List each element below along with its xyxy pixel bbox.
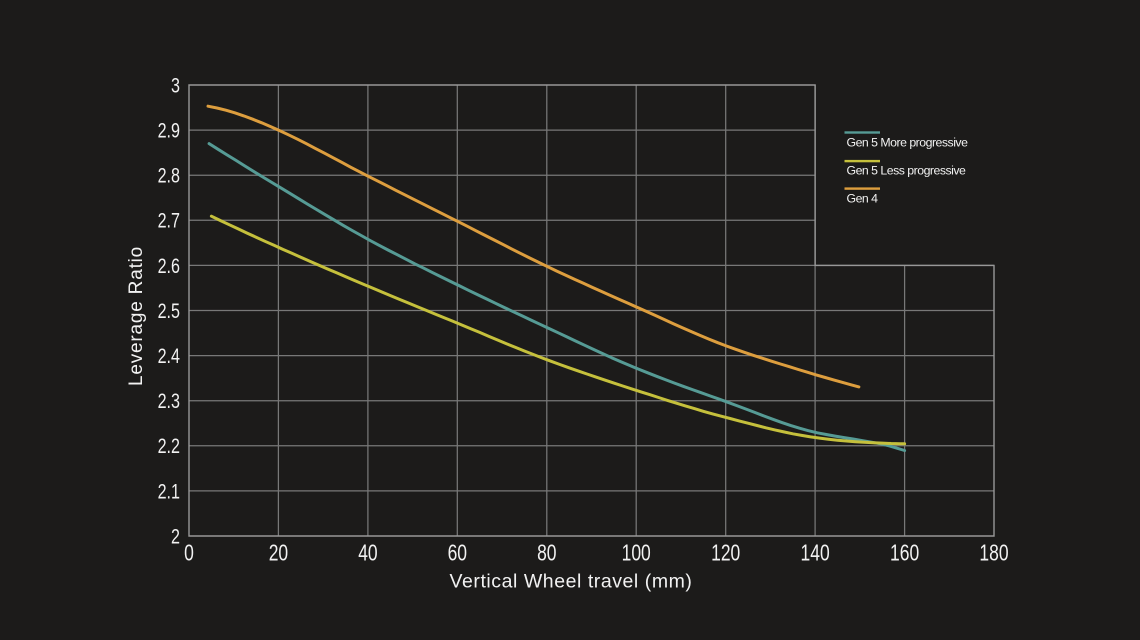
- svg-text:Vertical Wheel travel (mm): Vertical Wheel travel (mm): [450, 571, 693, 593]
- svg-text:2.1: 2.1: [158, 480, 180, 504]
- svg-text:60: 60: [448, 541, 467, 566]
- svg-text:140: 140: [801, 541, 830, 566]
- svg-text:Gen 5 More progressive: Gen 5 More progressive: [847, 135, 969, 149]
- svg-text:2.5: 2.5: [158, 300, 180, 324]
- svg-text:Leverage Ratio: Leverage Ratio: [126, 246, 147, 386]
- svg-text:3: 3: [171, 74, 180, 98]
- svg-text:80: 80: [537, 541, 556, 566]
- svg-text:180: 180: [979, 541, 1008, 566]
- svg-text:2.3: 2.3: [158, 390, 180, 414]
- svg-text:100: 100: [622, 541, 651, 566]
- svg-text:20: 20: [269, 541, 288, 566]
- svg-text:2: 2: [171, 525, 180, 549]
- svg-text:2.4: 2.4: [158, 345, 181, 369]
- svg-text:Gen 4: Gen 4: [847, 191, 879, 205]
- svg-text:Gen 5 Less progressive: Gen 5 Less progressive: [847, 163, 967, 177]
- svg-text:2.9: 2.9: [158, 119, 180, 143]
- svg-text:120: 120: [711, 541, 740, 566]
- svg-text:2.6: 2.6: [158, 255, 180, 279]
- svg-text:2.7: 2.7: [158, 210, 180, 234]
- svg-text:40: 40: [358, 541, 377, 566]
- svg-text:2.8: 2.8: [158, 164, 180, 188]
- svg-text:0: 0: [184, 541, 194, 566]
- svg-text:160: 160: [890, 541, 919, 566]
- svg-text:2.2: 2.2: [158, 435, 180, 459]
